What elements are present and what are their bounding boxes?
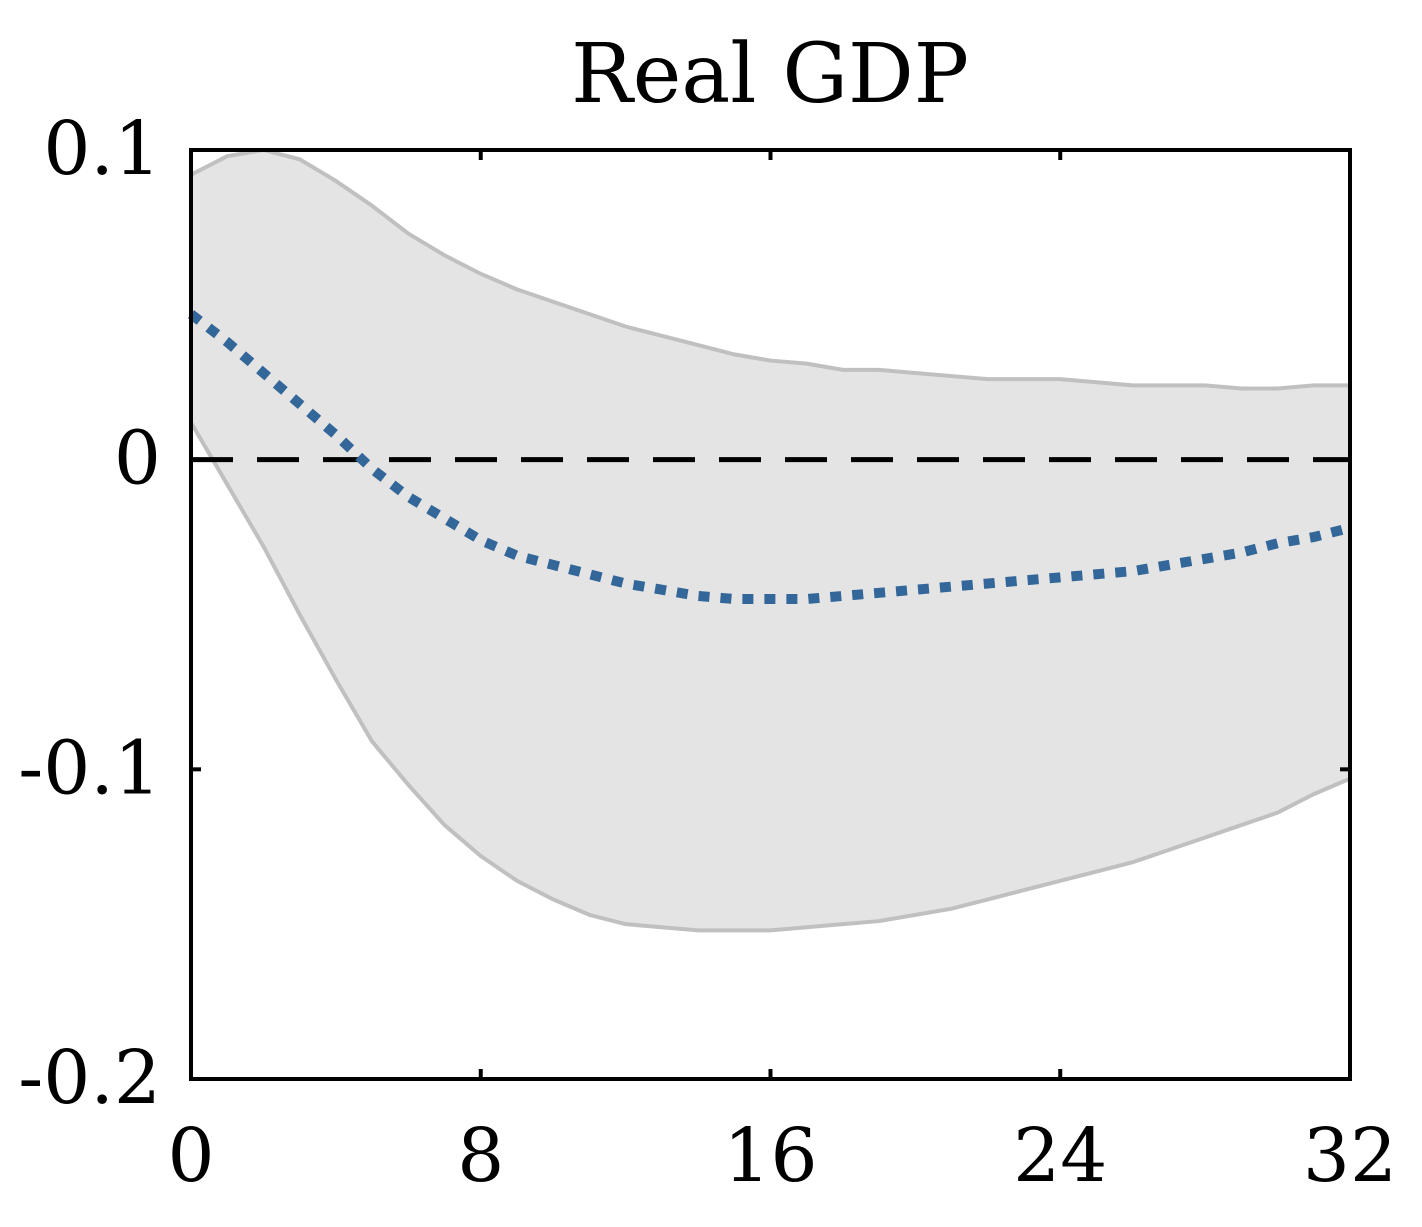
x-tick-label-2: 16	[723, 1113, 817, 1199]
series-line-0	[187, 310, 1352, 605]
axis-ticks	[189, 148, 1352, 1081]
y-tick-label-0: -0.2	[18, 1035, 161, 1121]
y-tick-label-3: 0.1	[43, 106, 161, 192]
confidence-band	[191, 150, 1350, 931]
y-tick-label-2: 0	[114, 416, 161, 502]
x-tick-label-1: 8	[457, 1113, 504, 1199]
x-tick-label-3: 24	[1013, 1113, 1107, 1199]
upper-band-line	[190, 147, 1350, 391]
lower-band-line	[189, 421, 1351, 933]
axis-tick-labels: 0 8 16 24 32 -0.2 -0.1 0 0.1	[18, 106, 1397, 1199]
x-tick-label-4: 32	[1303, 1113, 1397, 1199]
y-tick-label-1: -0.1	[18, 725, 161, 811]
x-tick-label-0: 0	[167, 1113, 214, 1199]
plot-area	[187, 147, 1352, 1081]
chart-title: Real GDP	[571, 27, 969, 122]
